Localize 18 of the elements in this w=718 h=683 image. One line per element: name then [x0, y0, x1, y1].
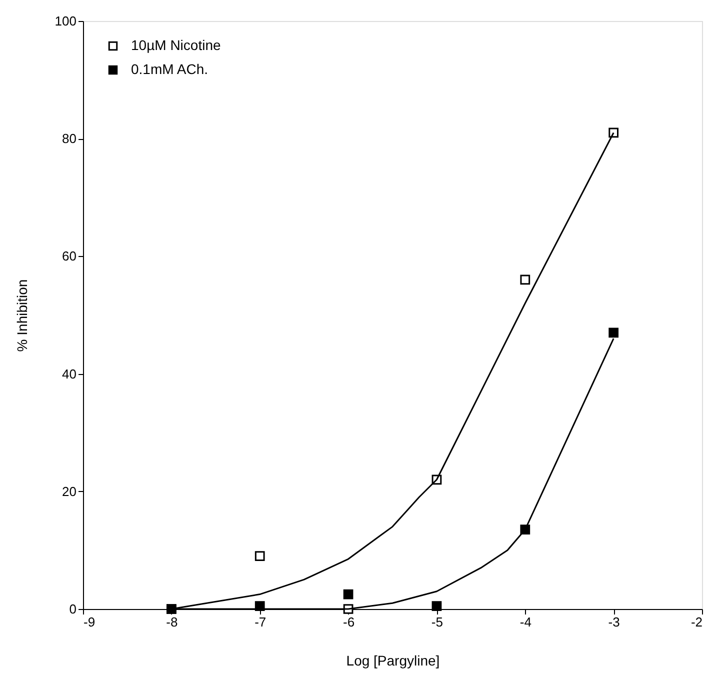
y-axis-title: % Inhibition — [14, 279, 30, 352]
x-tick-label: -5 — [431, 614, 443, 630]
y-tick-label: 60 — [62, 248, 76, 264]
x-tick-label: -2 — [690, 614, 702, 630]
x-tick-label: -4 — [520, 614, 532, 630]
y-tick-label: 20 — [62, 484, 76, 499]
x-tick-label: -8 — [166, 614, 178, 630]
y-tick-label: 80 — [62, 131, 76, 146]
x-tick-label: -6 — [343, 614, 355, 630]
y-tick-label: 0 — [69, 602, 76, 616]
legend-label: 0.1mM ACh. — [131, 61, 208, 77]
x-tick-label: -3 — [608, 614, 620, 630]
y-tick-label: 40 — [62, 366, 76, 382]
x-tick-label: -9 — [84, 614, 96, 630]
x-axis-title: Log [Pargyline] — [346, 652, 440, 668]
x-tick-label: -7 — [254, 614, 266, 630]
legend-label: 10µM Nicotine — [131, 37, 221, 53]
y-tick-label: 100 — [54, 14, 76, 28]
